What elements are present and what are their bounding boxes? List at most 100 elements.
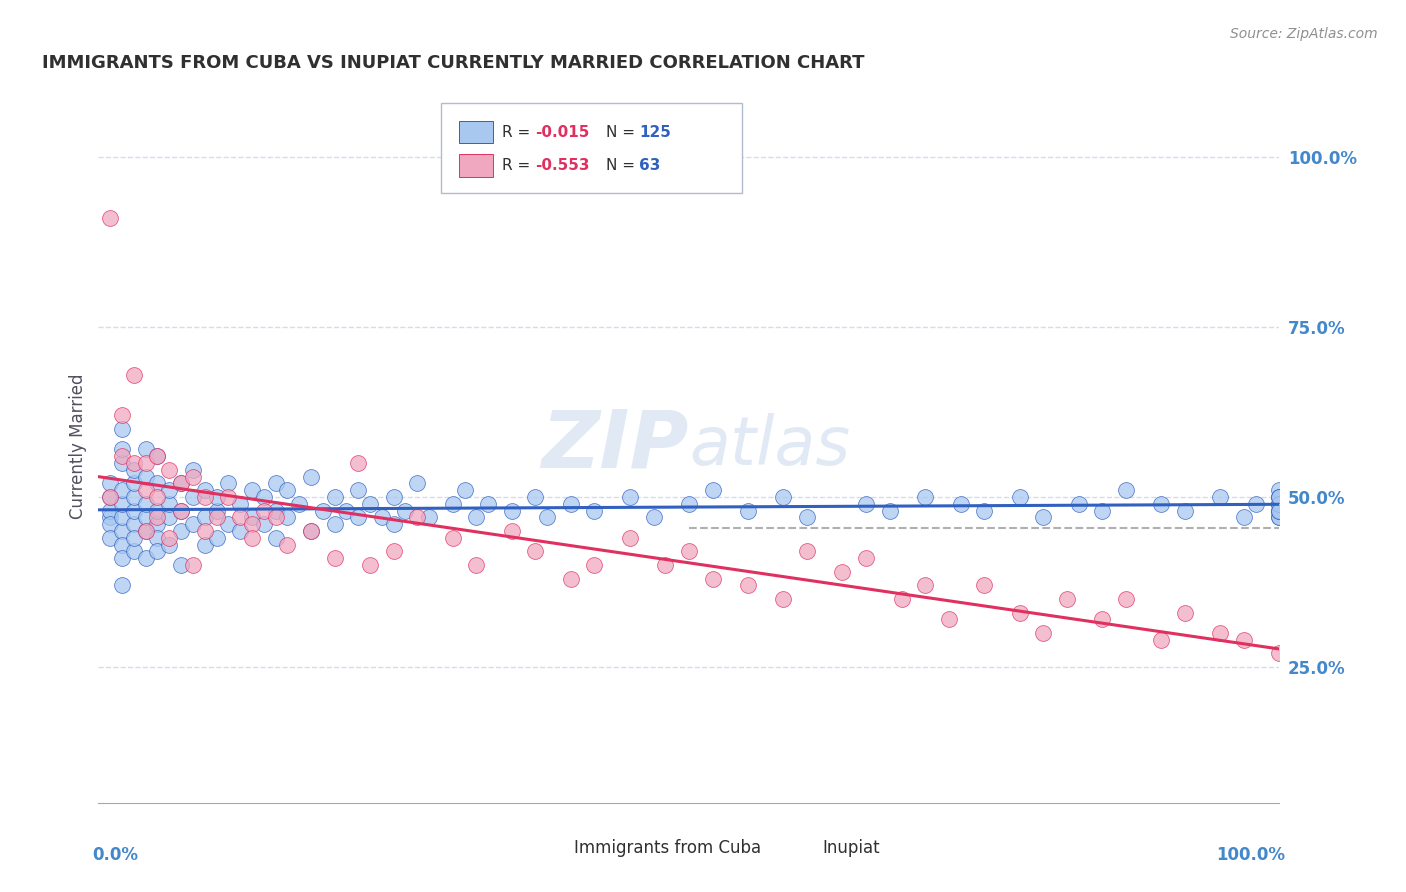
Point <box>253 503 276 517</box>
Point <box>1268 503 1291 517</box>
Point <box>276 537 298 551</box>
Point <box>1268 490 1291 504</box>
Point <box>229 497 252 511</box>
Point <box>879 503 901 517</box>
Point <box>382 544 405 558</box>
Point <box>1268 503 1291 517</box>
Point <box>654 558 676 572</box>
Point <box>914 578 936 592</box>
Point <box>619 531 641 545</box>
Point <box>1268 503 1291 517</box>
Point <box>253 490 276 504</box>
Point <box>264 510 287 524</box>
Point <box>157 483 180 498</box>
Point <box>831 565 853 579</box>
Point <box>135 524 157 538</box>
Point <box>122 456 145 470</box>
Point <box>181 558 204 572</box>
Point <box>181 490 204 504</box>
Point <box>536 510 558 524</box>
Point <box>441 497 464 511</box>
Point <box>465 558 488 572</box>
Text: N =: N = <box>606 125 640 139</box>
Point <box>347 483 370 498</box>
Point <box>240 517 263 532</box>
Point <box>914 490 936 504</box>
Point <box>406 510 429 524</box>
Point <box>583 503 606 517</box>
Point <box>111 537 134 551</box>
Point <box>240 531 263 545</box>
Point <box>146 544 169 558</box>
Point <box>135 524 157 538</box>
FancyBboxPatch shape <box>458 120 494 144</box>
Point <box>477 497 499 511</box>
Point <box>583 558 606 572</box>
Text: N =: N = <box>606 158 640 173</box>
Text: ZIP: ZIP <box>541 407 689 485</box>
Point <box>418 510 440 524</box>
Point <box>111 456 134 470</box>
Point <box>111 422 134 436</box>
Point <box>170 503 193 517</box>
Point <box>98 517 121 532</box>
Point <box>501 503 523 517</box>
Point <box>146 449 169 463</box>
Y-axis label: Currently Married: Currently Married <box>69 373 87 519</box>
Text: atlas: atlas <box>689 413 851 479</box>
Point <box>1268 510 1291 524</box>
Point <box>217 476 239 491</box>
Point <box>1091 612 1114 626</box>
Point <box>146 517 169 532</box>
Point <box>122 368 145 382</box>
Point <box>181 517 204 532</box>
Point <box>406 476 429 491</box>
Point <box>441 531 464 545</box>
Point <box>170 503 193 517</box>
Point <box>205 531 228 545</box>
Point <box>619 490 641 504</box>
Point <box>276 483 298 498</box>
Point <box>299 524 322 538</box>
Point <box>111 578 134 592</box>
Point <box>359 497 381 511</box>
Point <box>371 510 394 524</box>
Point <box>157 531 180 545</box>
FancyBboxPatch shape <box>441 103 742 193</box>
Point <box>157 537 180 551</box>
Point <box>796 510 818 524</box>
Point <box>264 531 287 545</box>
Point <box>217 490 239 504</box>
Point <box>157 510 180 524</box>
Point <box>194 524 217 538</box>
Point <box>264 476 287 491</box>
Text: 0.0%: 0.0% <box>93 846 139 863</box>
Point <box>135 456 157 470</box>
Point <box>135 469 157 483</box>
Point <box>146 503 169 517</box>
Point <box>1268 503 1291 517</box>
Point <box>299 524 322 538</box>
Point <box>524 490 547 504</box>
Point <box>702 572 724 586</box>
Point <box>194 483 217 498</box>
Point <box>501 524 523 538</box>
Point <box>122 463 145 477</box>
Point <box>194 490 217 504</box>
Text: Source: ZipAtlas.com: Source: ZipAtlas.com <box>1230 27 1378 41</box>
Point <box>855 497 877 511</box>
Point <box>1209 626 1232 640</box>
Point <box>1115 591 1137 606</box>
Point <box>1268 490 1291 504</box>
Point <box>1209 490 1232 504</box>
Point <box>1008 490 1031 504</box>
Point <box>98 490 121 504</box>
Point <box>299 469 322 483</box>
Point <box>157 497 180 511</box>
Point <box>678 544 700 558</box>
Point <box>240 510 263 524</box>
Point <box>98 503 121 517</box>
Point <box>1067 497 1090 511</box>
Point <box>122 503 145 517</box>
Point <box>205 503 228 517</box>
